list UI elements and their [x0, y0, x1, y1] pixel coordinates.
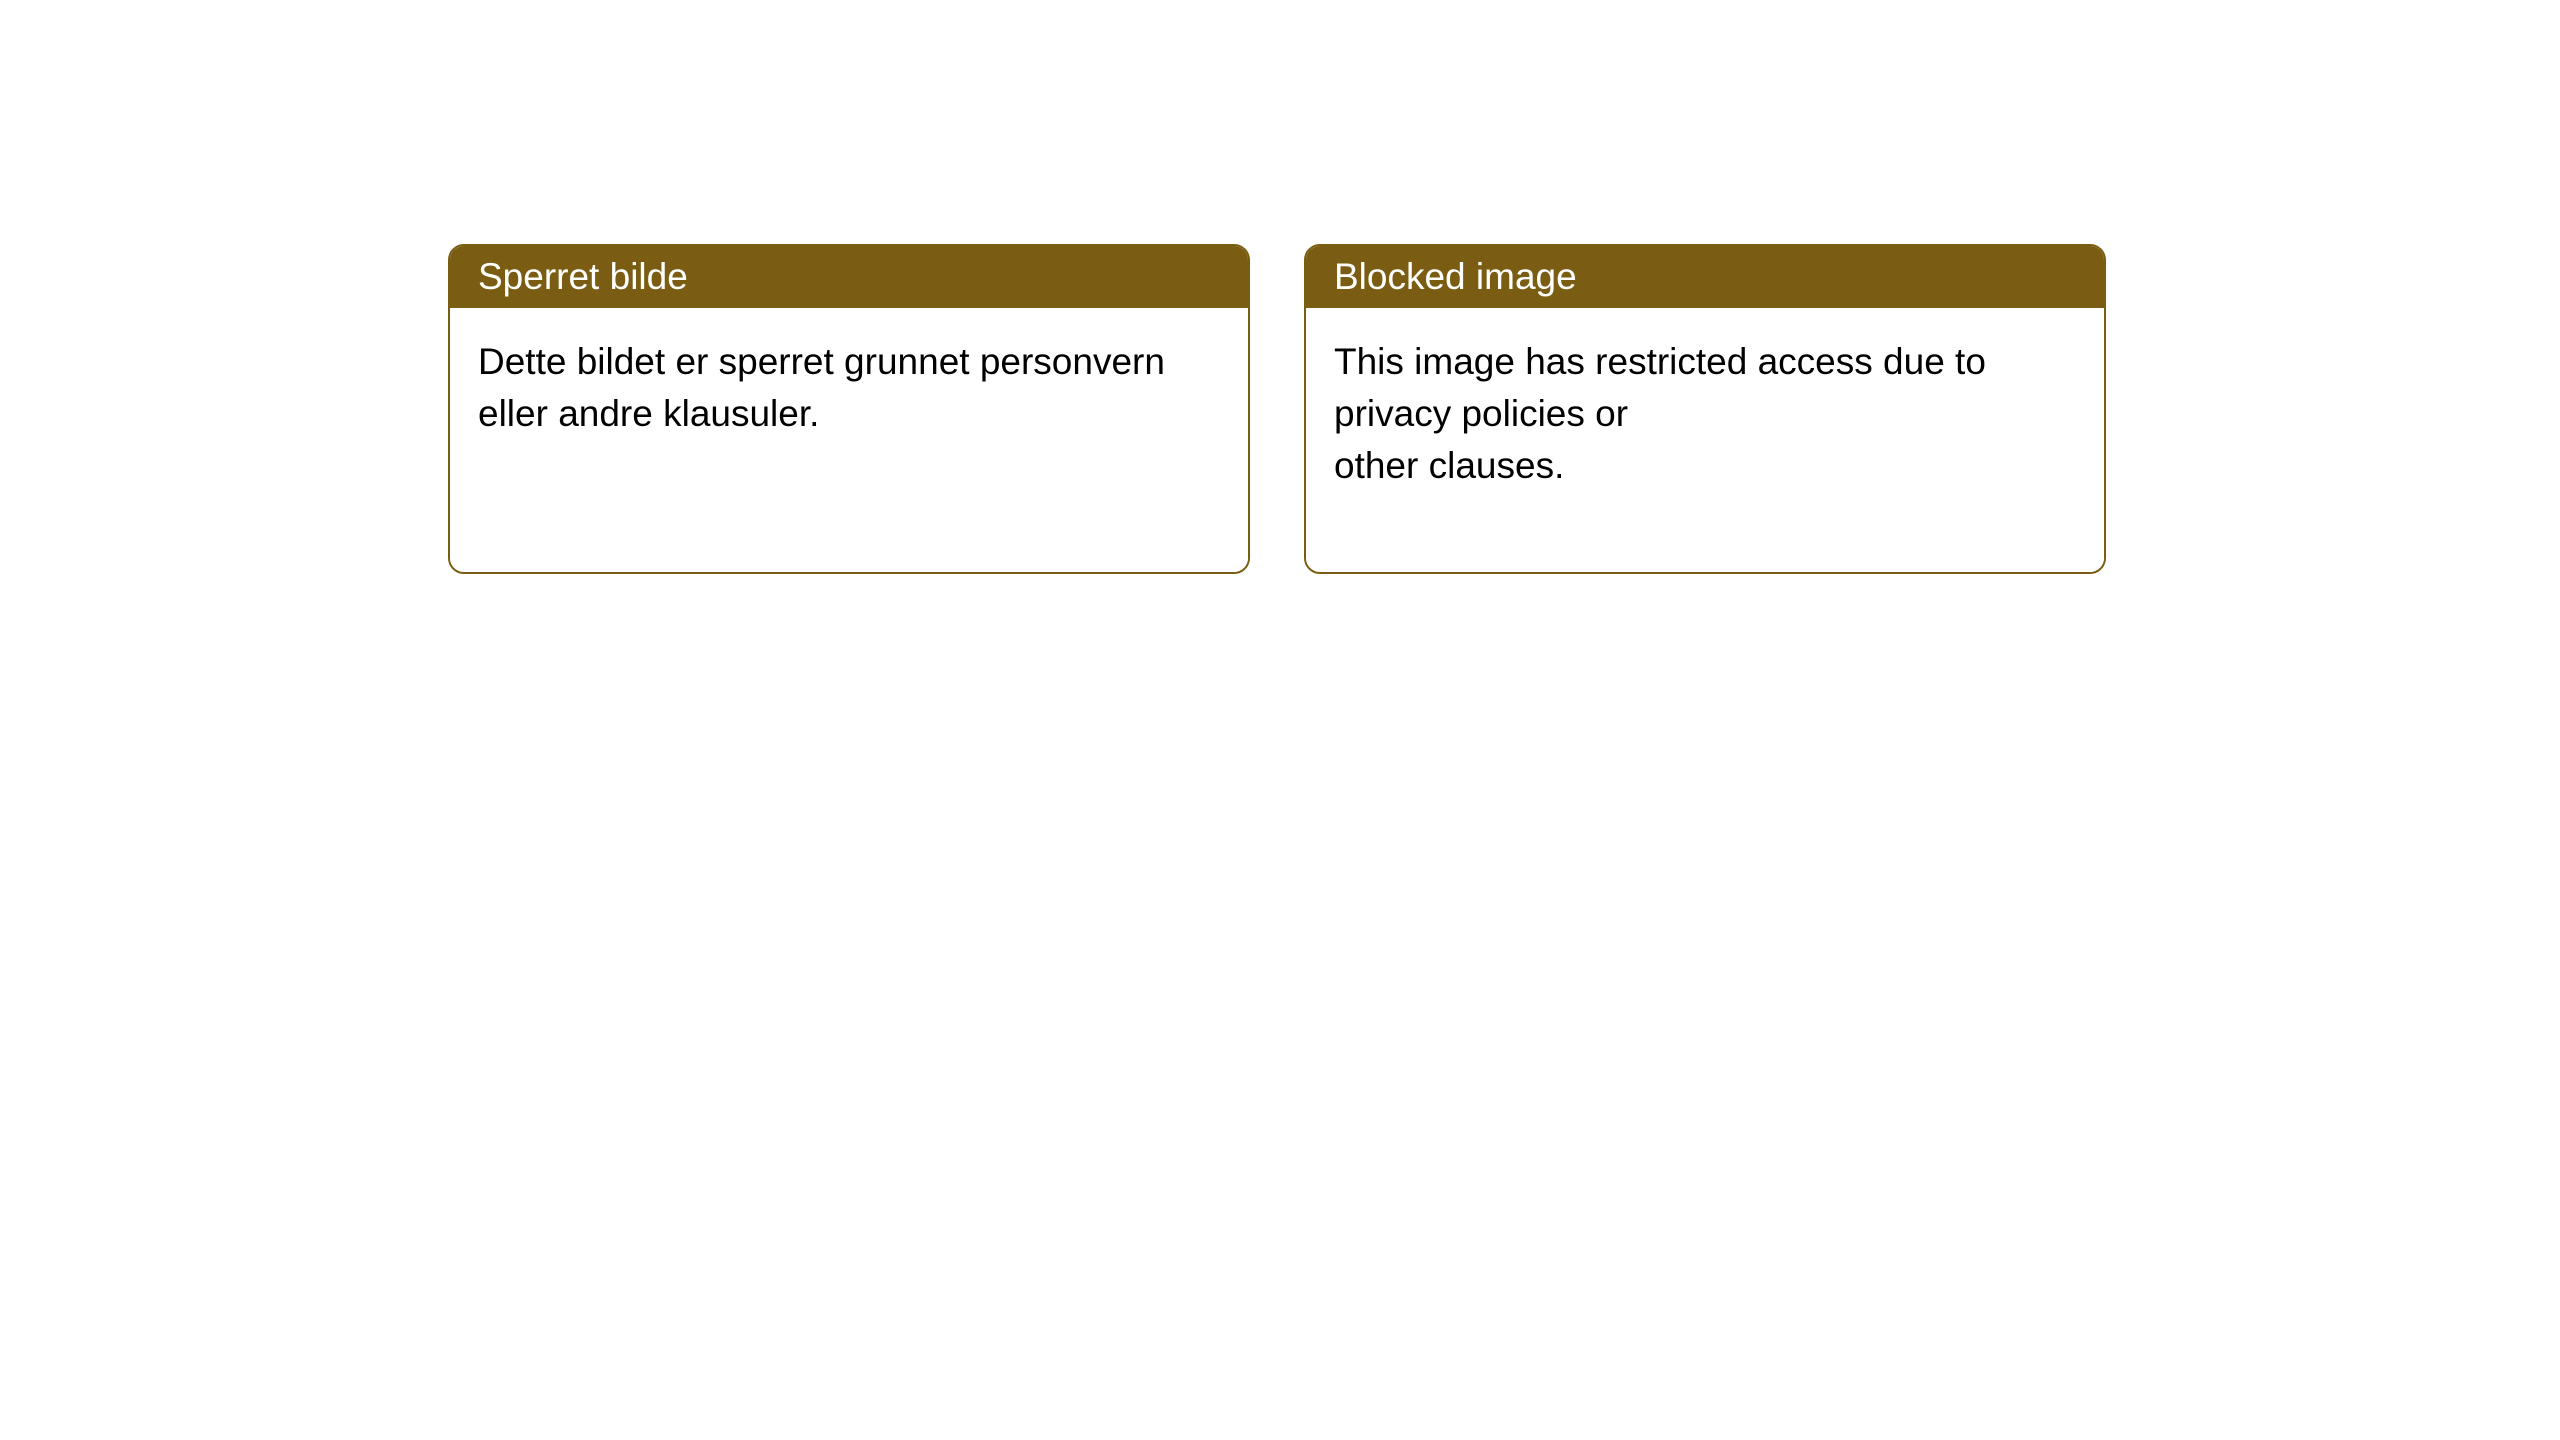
card-body-nb: Dette bildet er sperret grunnet personve…: [450, 308, 1248, 572]
card-body-en: This image has restricted access due to …: [1306, 308, 2104, 572]
card-body-text: Dette bildet er sperret grunnet personve…: [478, 336, 1220, 440]
card-blocked-nb: Sperret bilde Dette bildet er sperret gr…: [448, 244, 1250, 574]
card-header-title: Blocked image: [1334, 256, 1577, 297]
card-header-en: Blocked image: [1306, 246, 2104, 308]
card-blocked-en: Blocked image This image has restricted …: [1304, 244, 2106, 574]
card-header-nb: Sperret bilde: [450, 246, 1248, 308]
card-container: Sperret bilde Dette bildet er sperret gr…: [448, 244, 2106, 574]
card-header-title: Sperret bilde: [478, 256, 688, 297]
card-body-text: This image has restricted access due to …: [1334, 336, 2076, 491]
